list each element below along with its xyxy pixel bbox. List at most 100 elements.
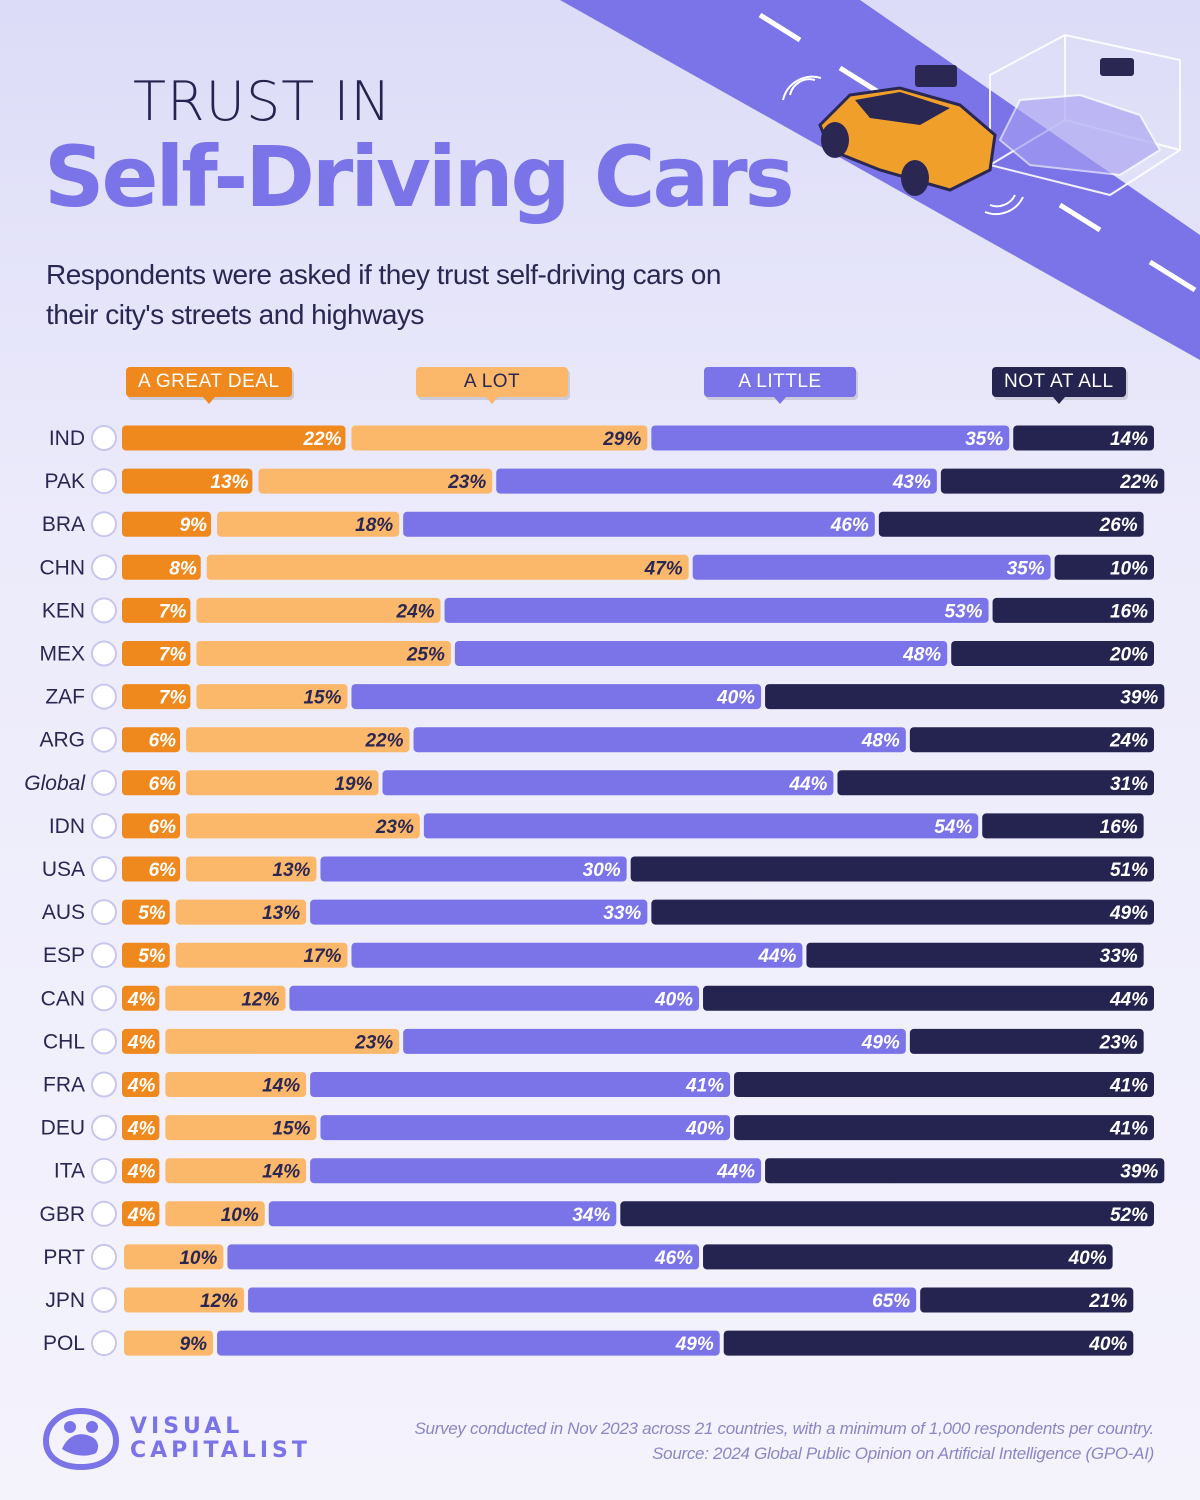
lane-mark: [1148, 259, 1197, 293]
data-label: 39%: [1120, 688, 1158, 709]
bar-not-at-all: [837, 770, 1154, 796]
bar-not-at-all: [703, 1244, 1113, 1270]
data-label: 40%: [1068, 1248, 1107, 1269]
bar-not-at-all: [806, 942, 1144, 968]
bar-not-at-all: [734, 1115, 1154, 1141]
flag-icon: [91, 942, 117, 969]
flag-icon: [91, 468, 117, 495]
data-label: 4%: [127, 1162, 156, 1183]
data-label: 65%: [872, 1291, 910, 1312]
legend-a-little: A LITTLE: [704, 367, 856, 404]
speech-bubble-icon: [1100, 58, 1134, 76]
data-label: 9%: [180, 515, 208, 536]
data-label: 13%: [262, 903, 300, 924]
bar-not-at-all: [920, 1287, 1134, 1313]
bar-not-at-all: [909, 727, 1154, 753]
legend-great-deal: A GREAT DEAL: [126, 367, 292, 404]
data-label: 24%: [396, 601, 435, 622]
data-label: 48%: [861, 731, 900, 752]
bar-a-lot: [165, 1028, 400, 1054]
data-label: 22%: [1119, 472, 1158, 493]
country-label: PAK: [45, 470, 85, 493]
data-label: 40%: [654, 989, 693, 1010]
data-label: 6%: [149, 731, 177, 752]
bar-a-little: [351, 942, 803, 968]
bar-not-at-all: [909, 1028, 1144, 1054]
flag-icon: [91, 511, 117, 538]
bar-great-deal: [122, 813, 181, 839]
bar-a-lot: [124, 1244, 224, 1270]
flag-icon: [91, 1243, 117, 1270]
data-label: 44%: [1109, 989, 1148, 1010]
data-label: 46%: [654, 1248, 693, 1269]
country-label: IND: [49, 427, 85, 450]
bar-a-lot: [175, 942, 348, 968]
bar-a-lot: [258, 468, 493, 494]
data-label: 47%: [644, 558, 683, 579]
flag-icon: [91, 812, 117, 839]
bar-a-lot: [196, 597, 441, 623]
data-label: 31%: [1110, 774, 1148, 795]
data-label: 44%: [788, 774, 827, 795]
data-label: 40%: [1088, 1334, 1127, 1355]
bar-great-deal: [122, 425, 346, 451]
bar-not-at-all: [703, 985, 1154, 1011]
data-label: 43%: [892, 472, 931, 493]
data-label: 15%: [303, 688, 341, 709]
data-label: 4%: [127, 1205, 156, 1226]
flag-icon: [91, 726, 117, 753]
data-label: 41%: [685, 1076, 724, 1097]
lane-mark: [838, 65, 882, 96]
data-label: 4%: [127, 1076, 156, 1097]
data-label: 4%: [127, 989, 156, 1010]
country-label: POL: [43, 1332, 85, 1355]
country-label: GBR: [39, 1203, 85, 1226]
bar-not-at-all: [940, 468, 1165, 494]
bar-great-deal: [122, 770, 181, 796]
data-label: 51%: [1110, 860, 1148, 881]
data-label: 23%: [1099, 1032, 1138, 1053]
data-label: 16%: [1110, 601, 1148, 622]
bar-not-at-all: [765, 684, 1165, 710]
data-label: 15%: [272, 1119, 310, 1140]
signal-icon: [782, 75, 1024, 215]
data-label: 9%: [180, 1334, 208, 1355]
bar-great-deal: [122, 554, 201, 580]
bar-a-little: [310, 1158, 762, 1184]
data-label: 24%: [1109, 731, 1148, 752]
lane-mark: [758, 12, 802, 43]
country-label: ZAF: [45, 686, 85, 709]
data-label: 7%: [159, 645, 187, 666]
brand-name: VISUAL CAPITALIST: [130, 1415, 311, 1463]
wireframe-car-icon: [989, 33, 1181, 197]
bar-a-little: [227, 1244, 700, 1270]
bar-not-at-all: [651, 899, 1154, 925]
data-label: 33%: [603, 903, 641, 924]
flag-icon: [91, 640, 117, 667]
data-label: 21%: [1088, 1291, 1127, 1312]
country-label: FRA: [43, 1074, 85, 1097]
data-label: 12%: [200, 1291, 238, 1312]
flag-icon: [91, 1071, 117, 1098]
bar-a-lot: [186, 770, 379, 796]
bar-great-deal: [122, 468, 253, 494]
bar-great-deal: [122, 942, 170, 968]
bar-a-little: [289, 985, 700, 1011]
data-label: 12%: [241, 989, 279, 1010]
bar-a-lot: [196, 641, 451, 666]
country-label: JPN: [45, 1289, 85, 1312]
bar-great-deal: [122, 899, 170, 925]
data-label: 6%: [149, 860, 177, 881]
bar-a-little: [351, 684, 762, 710]
bar-a-lot: [186, 856, 317, 882]
flag-icon: [91, 683, 117, 710]
bar-a-little: [248, 1287, 917, 1313]
data-label: 35%: [1007, 558, 1045, 579]
bar-a-little: [320, 856, 627, 882]
data-label: 54%: [934, 817, 972, 838]
title-small: TRUST IN: [133, 70, 392, 133]
brand-line-2: CAPITALIST: [130, 1438, 311, 1463]
bar-great-deal: [122, 1115, 160, 1141]
bar-a-little: [268, 1201, 617, 1227]
data-label: 13%: [210, 472, 248, 493]
